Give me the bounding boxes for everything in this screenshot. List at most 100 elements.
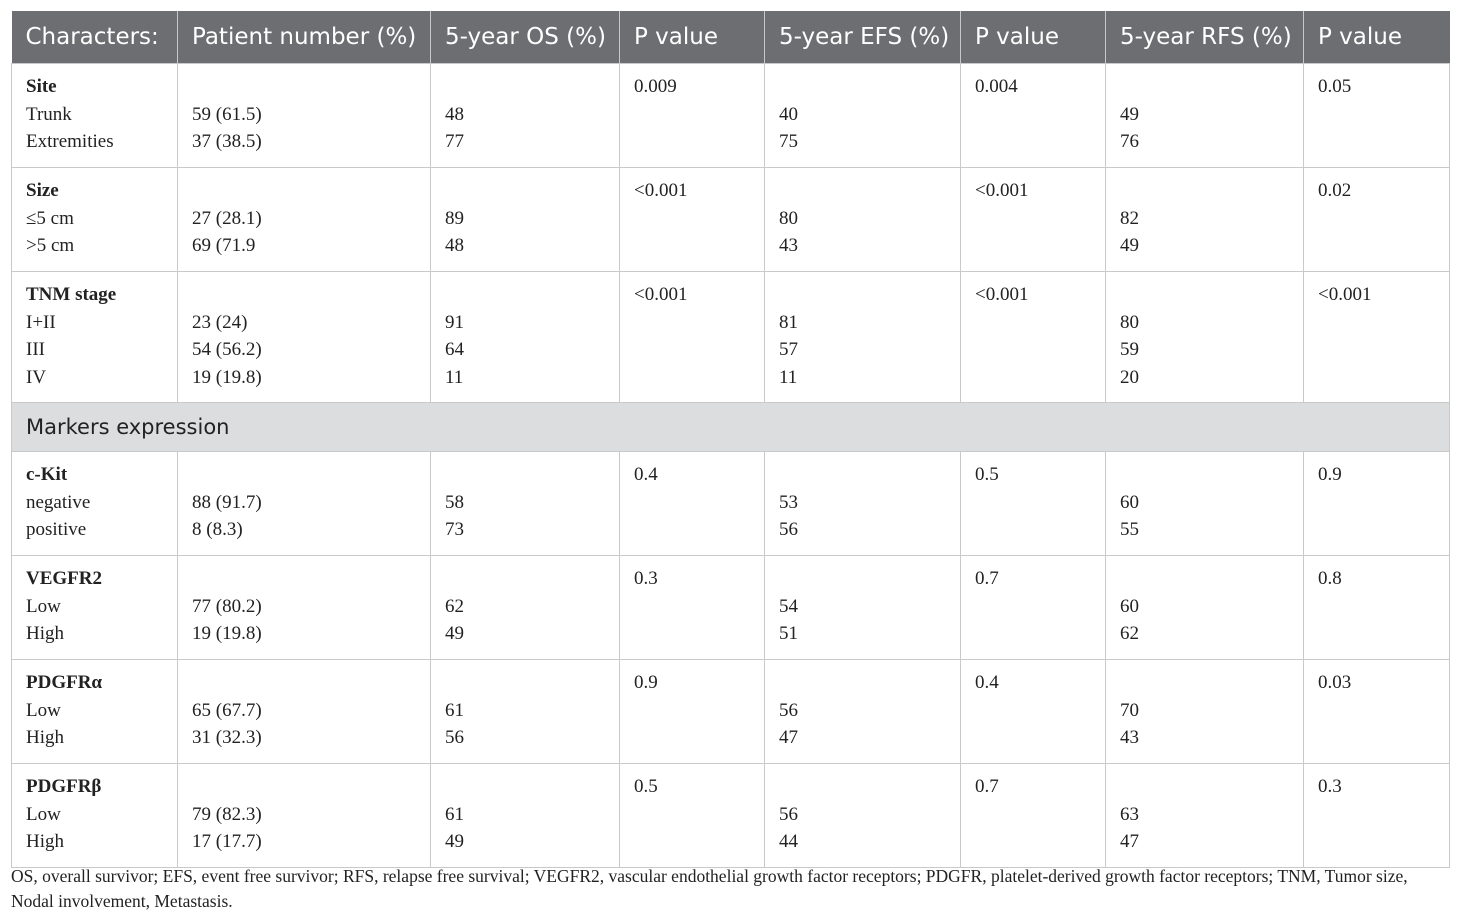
cell-characters: TNM stage I+II III IV bbox=[11, 271, 178, 403]
blank-line bbox=[779, 773, 960, 801]
footnote: OS, overall survivor; EFS, event free su… bbox=[11, 866, 1408, 911]
row-label: Low bbox=[26, 803, 61, 825]
cell-p-rfs-value: 0.9 bbox=[1318, 464, 1342, 485]
cell-os-value: 11 bbox=[445, 366, 464, 388]
cell-p-efs: 0.7 bbox=[960, 763, 1106, 868]
cell-p-rfs: 0.9 bbox=[1303, 451, 1450, 556]
cell-p-rfs-value: 0.05 bbox=[1318, 76, 1352, 97]
cell-p-efs-value: 0.7 bbox=[975, 568, 999, 589]
row-label: High bbox=[26, 727, 64, 748]
cell-os-value: 48 bbox=[445, 103, 464, 125]
table-row: Size ≤5 cm >5 cm 27 (28.1) 69 (71.9 89 48 <0.00… bbox=[11, 167, 1450, 272]
blank-line bbox=[779, 669, 960, 697]
cell-patient-number-value: 31 (32.3) bbox=[192, 727, 262, 748]
cell-p-rfs-value: 0.3 bbox=[1318, 776, 1342, 797]
row-label: Low bbox=[26, 595, 61, 617]
blank-line bbox=[192, 73, 430, 101]
cell-efs-value: 75 bbox=[779, 131, 798, 152]
cell-patient-number-value: 19 (19.8) bbox=[192, 366, 262, 388]
cell-p-rfs: <0.001 bbox=[1303, 271, 1450, 403]
cell-p-rfs-value: 0.03 bbox=[1318, 672, 1352, 693]
marker-groups: c-Kit negative positive 88 (91.7) 8 (8.3) 58 7… bbox=[11, 451, 1450, 868]
row-label: positive bbox=[26, 519, 87, 540]
cell-efs-value: 56 bbox=[779, 519, 798, 540]
cell-p-os: 0.3 bbox=[619, 555, 765, 660]
cell-efs-value: 54 bbox=[779, 595, 798, 617]
cell-p-rfs: 0.02 bbox=[1303, 167, 1450, 272]
cell-efs: 54 51 bbox=[764, 555, 961, 660]
cell-p-rfs-value: <0.001 bbox=[1318, 284, 1372, 305]
cell-patient-number-value: 27 (28.1) bbox=[192, 207, 262, 229]
cell-efs: 81 57 11 bbox=[764, 271, 961, 403]
cell-p-os: <0.001 bbox=[619, 271, 765, 403]
group-title: PDGFRα bbox=[26, 672, 103, 693]
cell-os-value: 89 bbox=[445, 207, 464, 229]
table-container: Characters: Patient number (%) 5-year OS… bbox=[11, 11, 1450, 868]
cell-p-os: 0.5 bbox=[619, 763, 765, 868]
cell-p-os-value: 0.009 bbox=[634, 76, 677, 97]
cell-p-rfs: 0.8 bbox=[1303, 555, 1450, 660]
cell-rfs: 80 59 20 bbox=[1105, 271, 1304, 403]
cell-os: 62 49 bbox=[430, 555, 620, 660]
cell-p-os: 0.4 bbox=[619, 451, 765, 556]
cell-efs: 80 43 bbox=[764, 167, 961, 272]
cell-rfs: 60 55 bbox=[1105, 451, 1304, 556]
blank-line bbox=[779, 281, 960, 309]
header-row: Characters: Patient number (%) 5-year OS… bbox=[11, 11, 1450, 64]
cell-patient-number-value: 54 (56.2) bbox=[192, 339, 262, 360]
group-title: VEGFR2 bbox=[26, 568, 102, 589]
table-row: Site Trunk Extremities 59 (61.5) 37 (38.5) 48… bbox=[11, 63, 1450, 168]
blank-line bbox=[192, 565, 430, 593]
cell-efs-value: 47 bbox=[779, 727, 798, 748]
cell-rfs-value: 76 bbox=[1120, 131, 1139, 152]
col-header-p-efs: P value bbox=[960, 11, 1106, 64]
col-header-patient-number: Patient number (%) bbox=[177, 11, 431, 64]
cell-p-efs-value: <0.001 bbox=[975, 284, 1029, 305]
blank-line bbox=[445, 669, 619, 697]
cell-rfs-value: 55 bbox=[1120, 519, 1139, 540]
cell-efs: 56 47 bbox=[764, 659, 961, 764]
cell-p-os-value: 0.4 bbox=[634, 464, 658, 485]
group-title: Site bbox=[26, 76, 57, 97]
section-row: Markers expression bbox=[11, 402, 1450, 452]
blank-line bbox=[779, 177, 960, 205]
row-label: I+II bbox=[26, 311, 56, 333]
cell-rfs-value: 60 bbox=[1120, 491, 1139, 513]
cell-os-value: 77 bbox=[445, 131, 464, 152]
cell-characters: c-Kit negative positive bbox=[11, 451, 178, 556]
blank-line bbox=[779, 565, 960, 593]
section-label: Markers expression bbox=[11, 402, 1450, 452]
group-title: PDGFRβ bbox=[26, 776, 102, 797]
cell-patient-number-value: 69 (71.9 bbox=[192, 235, 256, 256]
row-label: negative bbox=[26, 491, 91, 513]
cell-patient-number-value: 88 (91.7) bbox=[192, 491, 262, 513]
cell-p-os: <0.001 bbox=[619, 167, 765, 272]
cell-rfs: 82 49 bbox=[1105, 167, 1304, 272]
cell-efs-value: 44 bbox=[779, 831, 798, 852]
blank-line bbox=[1120, 73, 1303, 101]
blank-line bbox=[779, 461, 960, 489]
col-header-efs: 5-year EFS (%) bbox=[764, 11, 961, 64]
cell-rfs-value: 60 bbox=[1120, 595, 1139, 617]
table-row: TNM stage I+II III IV 23 (24) 54 (56.2) 19 (19… bbox=[11, 271, 1450, 403]
blank-line bbox=[1120, 461, 1303, 489]
cell-rfs-value: 70 bbox=[1120, 699, 1139, 721]
cell-p-os-value: <0.001 bbox=[634, 284, 688, 305]
table-row: c-Kit negative positive 88 (91.7) 8 (8.3) 58 7… bbox=[11, 451, 1450, 556]
blank-line bbox=[1120, 177, 1303, 205]
cell-patient-number: 59 (61.5) 37 (38.5) bbox=[177, 63, 431, 168]
blank-line bbox=[1120, 773, 1303, 801]
table-row: PDGFRβ Low High 79 (82.3) 17 (17.7) 61 49 0.5 56… bbox=[11, 763, 1450, 868]
cell-patient-number-value: 65 (67.7) bbox=[192, 699, 262, 721]
cell-os: 89 48 bbox=[430, 167, 620, 272]
cell-patient-number: 88 (91.7) 8 (8.3) bbox=[177, 451, 431, 556]
cell-p-os-value: 0.3 bbox=[634, 568, 658, 589]
cell-rfs-value: 43 bbox=[1120, 727, 1139, 748]
blank-line bbox=[192, 281, 430, 309]
cell-rfs-value: 63 bbox=[1120, 803, 1139, 825]
cell-characters: PDGFRα Low High bbox=[11, 659, 178, 764]
col-header-rfs: 5-year RFS (%) bbox=[1105, 11, 1304, 64]
cell-os-value: 64 bbox=[445, 339, 464, 360]
cell-patient-number-value: 8 (8.3) bbox=[192, 519, 243, 540]
cell-p-rfs-value: 0.8 bbox=[1318, 568, 1342, 589]
